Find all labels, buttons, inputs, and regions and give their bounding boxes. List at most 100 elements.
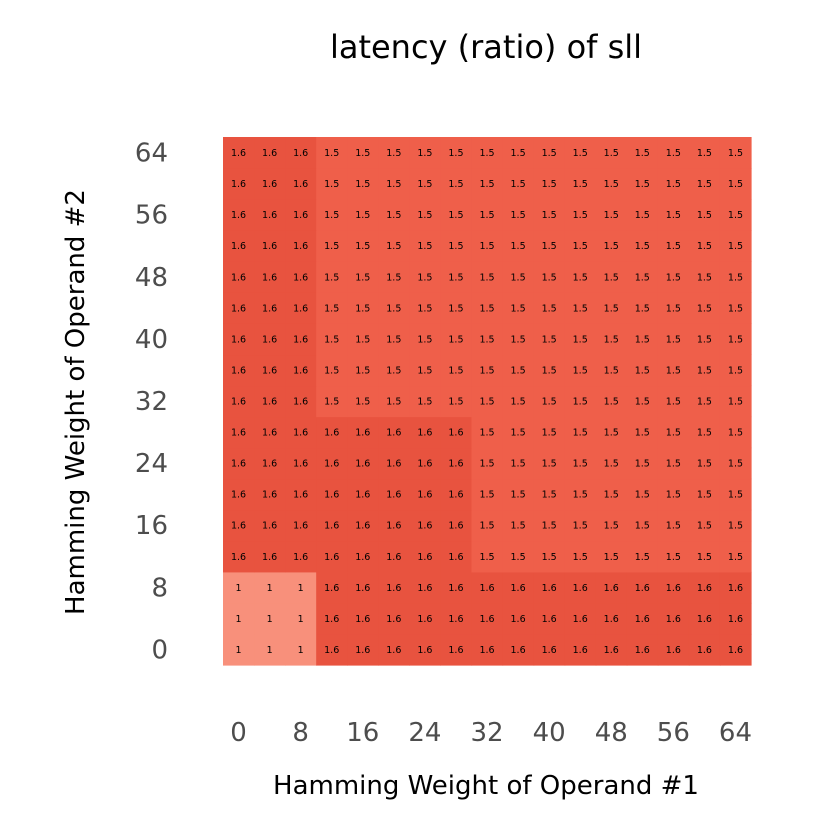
cell-value-label: 1.6 (511, 645, 526, 656)
heatmap-cell (626, 261, 659, 293)
cell-value-label: 1.6 (448, 614, 463, 625)
cell-value-label: 1.6 (635, 645, 650, 656)
cell-value-label: 1.5 (573, 148, 588, 159)
heatmap-cell (657, 261, 690, 293)
heatmap-cell (626, 230, 659, 262)
heatmap-cell (223, 168, 255, 200)
y-tick-label: 24 (135, 449, 168, 479)
heatmap-cell (254, 230, 286, 262)
heatmap-cell (409, 540, 442, 573)
heatmap-cell (533, 633, 566, 666)
heatmap-cell (719, 633, 752, 666)
cell-value-label: 1.5 (573, 179, 588, 190)
heatmap-cell (471, 385, 504, 418)
heatmap-cell (471, 230, 504, 262)
heatmap-cell (440, 323, 473, 356)
heatmap-cell (347, 602, 379, 635)
heatmap-cell (626, 478, 659, 511)
cell-value-label: 1.5 (635, 521, 650, 532)
cell-value-label: 1.6 (417, 614, 432, 625)
heatmap-cell (626, 509, 659, 542)
heatmap-cell (688, 323, 721, 356)
cell-value-label: 1.5 (324, 148, 339, 159)
cell-value-label: 1.5 (728, 148, 743, 159)
heatmap-cell (626, 292, 659, 324)
heatmap-cell (719, 416, 752, 449)
heatmap-cell (595, 633, 628, 666)
heatmap-cell (223, 354, 255, 387)
cell-value-label: 1.6 (448, 521, 463, 532)
heatmap-cell (316, 137, 348, 169)
heatmap-cell (440, 385, 473, 418)
cell-value-label: 1.6 (542, 583, 557, 594)
cell-value-label: 1.6 (386, 428, 401, 439)
cell-value-label: 1.5 (697, 397, 712, 408)
heatmap-cell (595, 354, 628, 387)
cell-value-label: 1.5 (511, 148, 526, 159)
cell-value-label: 1.5 (604, 490, 619, 501)
heatmap-cell (440, 137, 473, 169)
heatmap-cell (595, 571, 628, 604)
heatmap-cell (285, 509, 317, 542)
cell-value-label: 1.6 (417, 428, 432, 439)
x-axis-title: Hamming Weight of Operand #1 (273, 771, 699, 801)
cell-value-label: 1.6 (417, 521, 432, 532)
cell-value-label: 1.5 (666, 521, 681, 532)
cell-value-label: 1.5 (417, 272, 432, 283)
heatmap-cell (378, 509, 410, 542)
cell-value-label: 1.6 (324, 552, 339, 563)
cell-value-label: 1.6 (231, 397, 246, 408)
heatmap-cell (223, 385, 255, 418)
cell-value-label: 1.5 (697, 552, 712, 563)
heatmap-cell (502, 540, 535, 573)
cell-value-label: 1.5 (324, 397, 339, 408)
cell-value-label: 1.6 (542, 614, 557, 625)
x-tick-label: 48 (595, 718, 628, 748)
cell-value-label: 1.6 (697, 645, 712, 656)
cell-value-label: 1.5 (542, 397, 557, 408)
heatmap-cell (595, 168, 628, 200)
cell-value-label: 1.5 (448, 303, 463, 314)
x-tick-label: 0 (230, 718, 247, 748)
heatmap-cell (316, 633, 348, 666)
heatmap-cell (502, 292, 535, 324)
heatmap-cell (688, 261, 721, 293)
heatmap-cell (502, 509, 535, 542)
cell-value-label: 1.5 (479, 334, 494, 345)
heatmap-cell (285, 478, 317, 511)
cell-value-label: 1.5 (573, 334, 588, 345)
cell-value-label: 1.5 (728, 490, 743, 501)
heatmap-cell (688, 633, 721, 666)
heatmap-cell (285, 571, 317, 604)
cell-value-label: 1.5 (542, 459, 557, 470)
cell-value-label: 1.6 (448, 645, 463, 656)
cell-value-label: 1.5 (697, 210, 712, 221)
cell-value-label: 1.5 (417, 334, 432, 345)
heatmap-cell (595, 261, 628, 293)
heatmap-cell (502, 602, 535, 635)
cell-value-label: 1.5 (511, 365, 526, 376)
cell-value-label: 1.6 (293, 241, 308, 252)
cell-value-label: 1.6 (417, 552, 432, 563)
cell-value-label: 1.5 (355, 179, 370, 190)
heatmap-cell (595, 447, 628, 480)
heatmap-cell (471, 602, 504, 635)
cell-value-label: 1.6 (386, 614, 401, 625)
heatmap-cell (347, 199, 379, 231)
cell-value-label: 1.5 (666, 428, 681, 439)
cell-value-label: 1.5 (386, 210, 401, 221)
cell-value-label: 1.5 (479, 303, 494, 314)
heatmap-cell (254, 292, 286, 324)
heatmap-cell (657, 571, 690, 604)
heatmap-cell (533, 385, 566, 418)
cell-value-label: 1.5 (666, 365, 681, 376)
heatmap-cell (533, 230, 566, 262)
heatmap-cell (626, 633, 659, 666)
cell-value-label: 1.5 (324, 334, 339, 345)
cell-value-label: 1.5 (728, 365, 743, 376)
heatmap-cells (223, 137, 752, 666)
cell-value-label: 1.5 (511, 334, 526, 345)
cell-value-label: 1.5 (448, 334, 463, 345)
cell-value-label: 1.5 (666, 241, 681, 252)
